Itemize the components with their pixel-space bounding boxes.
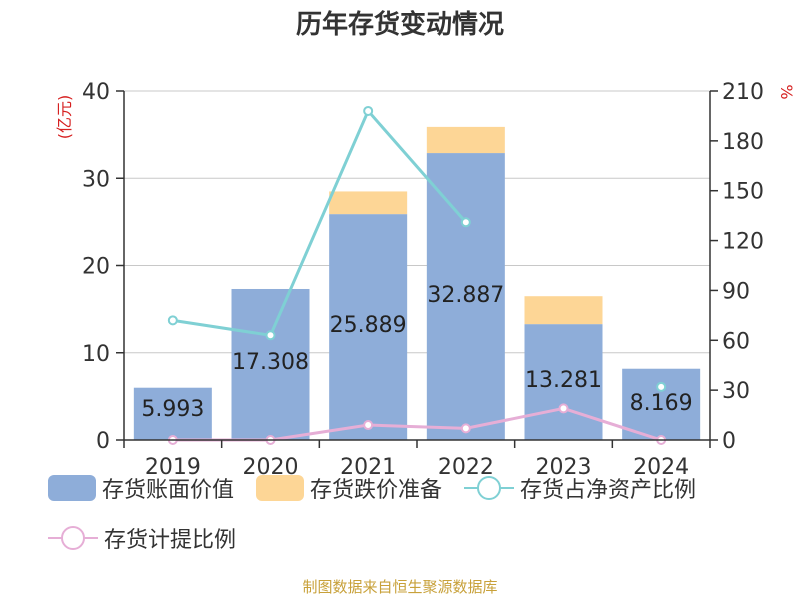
bar-impairment [426,126,505,154]
legend-item-book-value[interactable]: 存货账面价值 [48,472,234,504]
right-axis-tick-label: 150 [722,180,764,205]
right-axis-label: % [777,84,796,99]
right-axis-tick-label: 90 [722,279,750,304]
legend-item-provision-ratio[interactable]: 存货计提比例 [48,522,236,554]
axes: 0 10 20 30 40 0 30 60 90 120 150 180 210 (亿元)% 2019 202… [55,80,796,480]
legend-label-net-asset-ratio: 存货占净资产比例 [520,478,697,503]
bar-series [133,126,701,441]
left-axis-tick-label: 0 [96,429,110,454]
left-axis-tick-label: 20 [82,255,110,280]
point-net-asset-ratio [363,105,374,116]
right-axis-tick-label: 210 [722,80,764,105]
x-axis-tick-label: 2021 [340,455,396,480]
legend-label-impairment: 存货跌价准备 [310,478,443,503]
point-net-asset-ratio [460,217,471,228]
chart-title: 历年存货变动情况 [295,10,504,40]
point-provision-ratio [460,423,471,434]
gridlines [124,90,710,354]
bar-impairment [524,296,603,325]
point-provision-ratio [558,403,569,414]
right-axis-tick-label: 180 [722,130,764,155]
right-axis-tick-label: 30 [722,379,750,404]
data-label-book-value: 17.308 [232,350,309,375]
data-label-book-value: 13.281 [525,368,602,393]
data-label-book-value: 25.889 [330,313,407,338]
x-axis-tick-label: 2023 [536,455,592,480]
legend-swatch-book-value [48,475,96,501]
point-net-asset-ratio [265,330,276,341]
data-label-book-value: 32.887 [427,283,504,308]
bar-book-value [329,214,408,440]
data-label-book-value: 8.169 [630,391,693,416]
legend-swatch-net-asset-ratio [464,476,515,500]
point-provision-ratio [363,420,374,431]
legend-item-impairment[interactable]: 存货跌价准备 [256,472,442,504]
bar-book-value [231,288,310,440]
x-axis-tick-label: 2024 [633,455,689,480]
point-net-asset-ratio [167,315,178,326]
legend-row-2: 存货计提比例 [48,522,258,554]
right-axis-tick-label: 60 [722,329,750,354]
legend-item-net-asset-ratio[interactable]: 存货占净资产比例 [464,472,696,504]
right-axis-tick-label: 120 [722,230,764,255]
legend-label-provision-ratio: 存货计提比例 [104,528,237,553]
bar-book-value [133,387,212,440]
legend-label-book-value: 存货账面价值 [102,478,235,503]
legend-swatch-provision-ratio [48,526,98,550]
bar-book-value [622,368,701,440]
left-axis-tick-label: 40 [82,80,110,105]
legend-row-1: 存货账面价值 存货跌价准备 存货占净资产比例 [48,472,718,504]
source-note: 制图数据来自恒生聚源数据库 [302,578,498,596]
bar-impairment [329,191,408,215]
x-axis-tick-label: 2019 [145,455,201,480]
x-axis-tick-label: 2022 [438,455,494,480]
data-label-book-value: 5.993 [141,397,204,422]
legend-swatch-impairment [256,475,305,501]
bar-book-value [426,153,505,441]
right-axis-tick-label: 0 [722,429,736,454]
left-axis-label: (亿元) [55,95,74,140]
left-axis-tick-label: 30 [82,167,110,192]
data-labels: 5.993 17.308 25.889 32.887 13.281 8.169 [141,283,692,422]
line-net-asset-ratio [172,108,467,337]
left-axis-tick-label: 10 [82,342,110,367]
bar-book-value [524,324,603,440]
point-net-asset-ratio [656,381,667,392]
